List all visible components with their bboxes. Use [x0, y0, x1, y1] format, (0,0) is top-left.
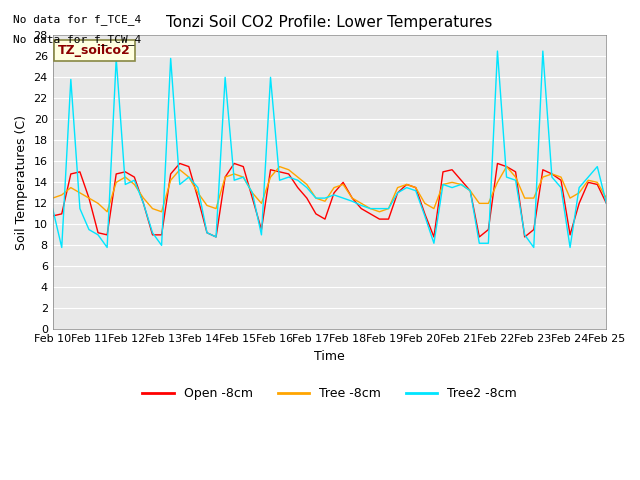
Line: Open -8cm: Open -8cm — [52, 164, 606, 237]
Tree -8cm — [276, 164, 284, 169]
Open -8cm — [203, 230, 211, 236]
Legend: Open -8cm, Tree -8cm, Tree2 -8cm: Open -8cm, Tree -8cm, Tree2 -8cm — [138, 383, 522, 406]
Tree2 -8cm — [58, 245, 65, 251]
Title: Tonzi Soil CO2 Profile: Lower Temperatures: Tonzi Soil CO2 Profile: Lower Temperatur… — [166, 15, 493, 30]
Tree -8cm — [94, 201, 102, 206]
Open -8cm — [339, 180, 347, 185]
Open -8cm — [602, 201, 610, 206]
Tree -8cm — [403, 181, 410, 187]
Tree -8cm — [49, 195, 56, 201]
Text: No data for f_TCW_4: No data for f_TCW_4 — [13, 34, 141, 45]
Tree2 -8cm — [203, 230, 211, 236]
Tree -8cm — [548, 171, 556, 177]
Open -8cm — [157, 232, 165, 238]
Line: Tree2 -8cm: Tree2 -8cm — [52, 51, 606, 248]
Open -8cm — [49, 213, 56, 219]
Tree2 -8cm — [602, 201, 610, 206]
Tree2 -8cm — [167, 56, 175, 61]
Open -8cm — [94, 230, 102, 236]
Tree2 -8cm — [394, 190, 401, 196]
X-axis label: Time: Time — [314, 350, 345, 363]
Text: No data for f_TCE_4: No data for f_TCE_4 — [13, 14, 141, 25]
Tree -8cm — [203, 203, 211, 208]
Tree2 -8cm — [103, 245, 111, 251]
Tree2 -8cm — [330, 192, 338, 198]
Y-axis label: Soil Temperatures (C): Soil Temperatures (C) — [15, 115, 28, 250]
Tree -8cm — [167, 178, 175, 183]
Tree2 -8cm — [49, 206, 56, 212]
Tree2 -8cm — [548, 174, 556, 180]
Tree -8cm — [339, 181, 347, 187]
Line: Tree -8cm: Tree -8cm — [52, 167, 606, 212]
Open -8cm — [176, 161, 184, 167]
Tree -8cm — [103, 209, 111, 215]
Open -8cm — [548, 171, 556, 177]
Open -8cm — [212, 234, 220, 240]
Tree2 -8cm — [493, 48, 501, 54]
Tree -8cm — [602, 195, 610, 201]
Text: TZ_soilco2: TZ_soilco2 — [58, 44, 131, 57]
Open -8cm — [403, 181, 410, 187]
